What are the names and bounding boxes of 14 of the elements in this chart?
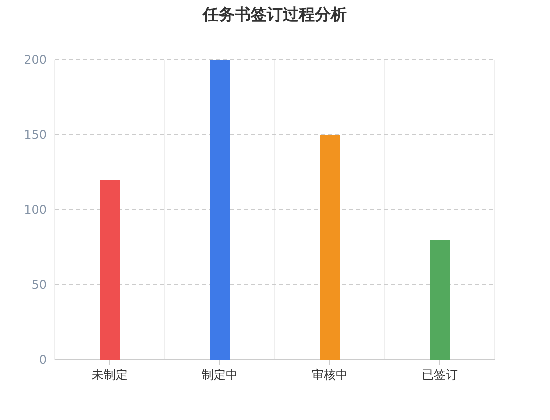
y-tick-label: 200 [24, 53, 47, 67]
chart-title: 任务书签订过程分析 [202, 5, 347, 24]
bar [100, 180, 120, 360]
bar [430, 240, 450, 360]
y-tick-label: 150 [24, 128, 47, 142]
x-tick-label: 审核中 [312, 368, 348, 382]
bar [320, 135, 340, 360]
x-tick-label: 已签订 [422, 368, 458, 382]
y-tick-label: 50 [32, 278, 47, 292]
y-tick-label: 100 [24, 203, 47, 217]
x-tick-label: 制定中 [202, 368, 238, 382]
y-tick-label: 0 [39, 353, 47, 367]
bar [210, 60, 230, 360]
x-tick-label: 未制定 [92, 368, 128, 382]
